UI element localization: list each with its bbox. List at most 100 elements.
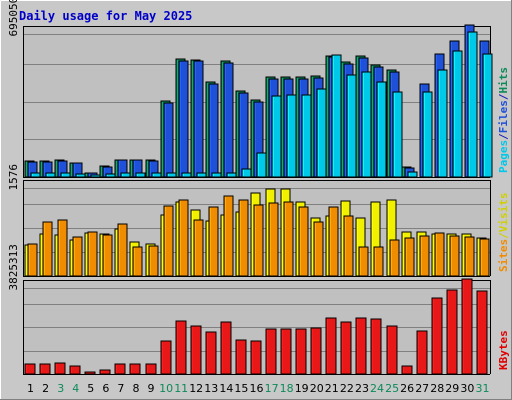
bar-pages-30 (467, 31, 478, 178)
bar-pages-25 (392, 91, 403, 178)
x-tick-label-11: 11 (174, 382, 188, 395)
bar-kbytes-5 (84, 371, 96, 375)
x-tick-label-10: 10 (159, 382, 173, 395)
x-tick-label-16: 16 (250, 382, 264, 395)
side-legend-entry: KBytes (497, 330, 510, 370)
x-tick-label-30: 30 (460, 382, 474, 395)
bar-kbytes-11 (175, 320, 187, 375)
bar-kbytes-4 (69, 365, 81, 375)
bar-sites-27 (419, 235, 430, 277)
bar-sites-13 (208, 206, 219, 277)
bar-pages-22 (346, 74, 357, 178)
bar-pages-15 (241, 168, 252, 178)
bar-sites-23 (358, 246, 369, 277)
bar-kbytes-8 (129, 363, 141, 375)
bar-pages-8 (135, 172, 146, 178)
bar-pages-29 (452, 50, 463, 178)
bar-kbytes-17 (265, 328, 277, 375)
bar-kbytes-18 (280, 328, 292, 375)
bar-pages-27 (422, 91, 433, 178)
bar-pages-16 (256, 152, 267, 178)
bar-sites-14 (223, 195, 234, 277)
bar-sites-18 (283, 201, 294, 277)
x-tick-label-4: 4 (72, 382, 79, 395)
panel-visits-sites: 1576 Sites/Visits (7, 164, 510, 277)
bar-pages-23 (361, 71, 372, 178)
side-legend-entry: / (497, 232, 510, 239)
bar-kbytes-19 (295, 328, 307, 375)
side-legend-entry: Files (497, 100, 510, 133)
bar-pages-7 (120, 172, 131, 178)
bar-pages-31 (482, 53, 493, 178)
bar-pages-5 (90, 174, 101, 178)
bar-kbytes-16 (250, 340, 262, 375)
bar-pages-19 (301, 94, 312, 178)
x-tick-label-5: 5 (87, 382, 94, 395)
bar-kbytes-21 (325, 317, 337, 375)
bar-sites-2 (42, 221, 53, 277)
bar-pages-24 (376, 81, 387, 178)
side-legend: Sites/Visits (497, 193, 510, 273)
bar-kbytes-13 (205, 331, 217, 375)
bar-sites-28 (434, 232, 445, 277)
bar-pages-3 (60, 172, 71, 178)
bar-kbytes-10 (160, 340, 172, 375)
bar-kbytes-9 (145, 363, 157, 375)
chart-title: Daily usage for May 2025 (19, 9, 192, 23)
side-legend-entry: Pages (497, 140, 510, 173)
bar-pages-1 (30, 172, 41, 178)
bar-pages-2 (45, 172, 56, 178)
bar-pages-4 (75, 173, 86, 178)
side-legend-entry: / (497, 93, 510, 100)
bar-kbytes-1 (24, 363, 36, 375)
panel-kbytes: 3825313 KBytes (7, 244, 510, 375)
side-legend: KBytes (497, 330, 510, 370)
bar-sites-16 (253, 204, 264, 277)
bar-pages-28 (437, 69, 448, 178)
x-tick-label-26: 26 (400, 382, 414, 395)
side-legend-entry: / (497, 133, 510, 140)
bar-kbytes-12 (190, 325, 202, 375)
bar-kbytes-31 (476, 290, 488, 375)
x-tick-label-13: 13 (204, 382, 218, 395)
x-tick-label-22: 22 (340, 382, 354, 395)
x-tick-label-2: 2 (42, 382, 49, 395)
bar-sites-6 (102, 234, 113, 277)
series-sites (27, 195, 490, 277)
bar-pages-11 (181, 172, 192, 178)
bar-pages-18 (286, 94, 297, 178)
x-tick-label-25: 25 (385, 382, 399, 395)
x-tick-label-9: 9 (148, 382, 155, 395)
side-legend-entry: Visits (497, 193, 510, 233)
series-pages (30, 31, 493, 178)
x-tick-label-3: 3 (57, 382, 64, 395)
bar-sites-29 (449, 235, 460, 277)
bar-sites-19 (298, 206, 309, 277)
bar-kbytes-20 (310, 327, 322, 375)
bar-pages-6 (105, 173, 116, 178)
bar-sites-12 (193, 219, 204, 277)
bar-sites-24 (373, 246, 384, 277)
x-tick-label-23: 23 (355, 382, 369, 395)
bar-sites-21 (328, 206, 339, 277)
bar-sites-26 (404, 237, 415, 277)
bar-kbytes-14 (220, 321, 232, 375)
x-tick-label-17: 17 (265, 382, 279, 395)
bar-sites-31 (479, 238, 490, 277)
bar-kbytes-22 (340, 321, 352, 375)
bar-sites-11 (178, 199, 189, 277)
bar-sites-9 (148, 245, 159, 277)
bar-sites-8 (132, 246, 143, 277)
bar-sites-17 (268, 202, 279, 277)
x-tick-label-21: 21 (325, 382, 339, 395)
bar-sites-7 (117, 223, 128, 277)
bar-pages-21 (331, 54, 342, 178)
x-tick-label-20: 20 (310, 382, 324, 395)
x-tick-labels: 1 2 3 4 5 6 7 8 9 10 11 12 13 14 15 16 17 18 19 20 21 22 23 24 2… (27, 382, 490, 395)
bar-pages-13 (211, 172, 222, 178)
x-tick-label-29: 29 (445, 382, 459, 395)
x-tick-label-24: 24 (370, 382, 384, 395)
bar-kbytes-23 (355, 317, 367, 375)
